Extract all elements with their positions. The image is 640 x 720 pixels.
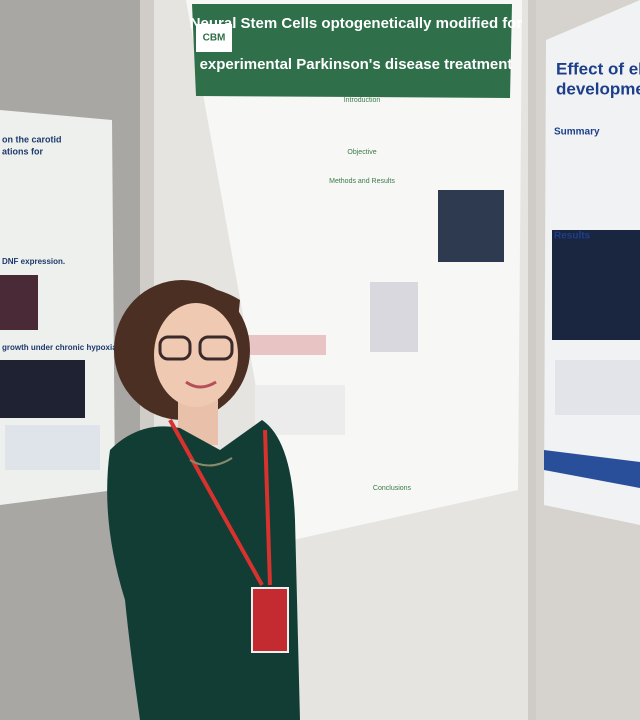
lanyard (168, 419, 272, 586)
section-heading: Results (554, 231, 591, 242)
poster-title: Neural Stem Cells optogenetically modifi… (190, 15, 523, 32)
glasses (158, 335, 192, 361)
logo-box (196, 24, 232, 52)
figure (552, 230, 640, 340)
necklace (189, 457, 233, 467)
section-heading: Objective (347, 149, 376, 156)
chart-figure (255, 385, 345, 435)
figure (555, 360, 640, 415)
section-heading: Methods and Results (329, 178, 395, 185)
chart-figure (248, 335, 326, 355)
glasses (198, 335, 234, 361)
figure (5, 425, 100, 470)
heading: DNF expression. (2, 257, 65, 266)
section-heading: Summary (554, 127, 600, 138)
poster-title: development c (556, 79, 640, 98)
section-heading: Introduction (344, 97, 381, 104)
heading: on the carotid (2, 134, 62, 144)
poster-title: Effect of elect (556, 59, 640, 78)
figure (0, 360, 85, 418)
footer-band (544, 450, 640, 488)
blot-figure (370, 282, 418, 352)
heading: growth under chronic hypoxia. (2, 343, 119, 352)
hair (140, 287, 240, 320)
logo: CBM (203, 33, 226, 44)
badge (251, 587, 289, 653)
microscopy-figure (438, 190, 504, 262)
face (154, 303, 238, 407)
section-heading: Conclusions (373, 485, 412, 492)
heading: ations for (2, 146, 43, 156)
smile (185, 380, 217, 389)
figure (0, 275, 38, 330)
panel-frame (528, 0, 536, 720)
poster-header (192, 4, 512, 98)
poster-title: experimental Parkinson's disease treatme… (200, 56, 513, 73)
